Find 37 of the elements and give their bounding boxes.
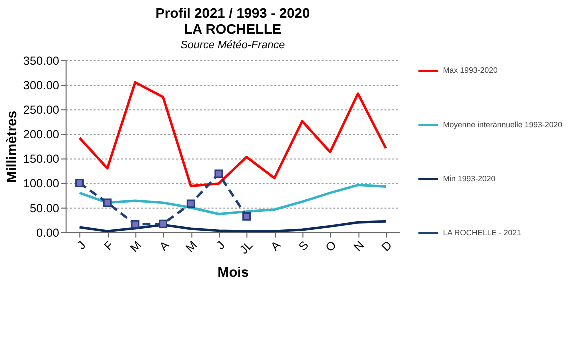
line-series [78,220,388,233]
x-tick-label: A [268,238,284,254]
x-tick-label: J [75,238,89,252]
legend-label: Min 1993-2020 [443,174,496,184]
point [186,200,196,208]
point [103,198,112,208]
legend-label: LA ROCHELLE - 2021 [443,228,522,238]
point [214,170,224,178]
x-axis-title: Mois [218,264,250,280]
point [159,220,168,228]
y-tick-label: 250.00 [23,104,60,118]
y-axis-title: Millimètres [4,110,20,183]
x-tick-label: JL [238,238,256,257]
y-tick-label: 350.00 [23,54,60,68]
y-tick-label: 150.00 [23,153,60,166]
point [76,179,84,188]
chart-title: Profil 2021 / 1993 - 2020 LA ROCHELLE [156,6,310,37]
x-tick-label: J [214,238,228,252]
x-tick-label: M [128,238,144,256]
x-tick-label: A [157,238,172,254]
x-tick-label: O [324,238,340,255]
x-tick-label: S [296,238,312,254]
legend-label: Moyenne interannuelle 1993-2020 [443,120,564,130]
point [131,220,140,229]
y-tick-label: 50.00 [30,202,60,216]
y-tick-label: 0.00 [36,226,60,240]
y-tick-label: 200.00 [23,128,60,142]
x-tick-label: F [102,238,116,254]
line-series [78,81,388,188]
x-tick-label: D [380,238,395,254]
x-tick-label: N [352,238,368,254]
legend-label: Max 1993-2020 [443,66,498,76]
point [242,212,252,221]
chart-subtitle: Source Météo-France [180,40,286,52]
x-tick-label: M [184,238,200,256]
y-tick-label: 300.00 [23,79,60,92]
y-tick-label: 100.00 [23,178,60,191]
